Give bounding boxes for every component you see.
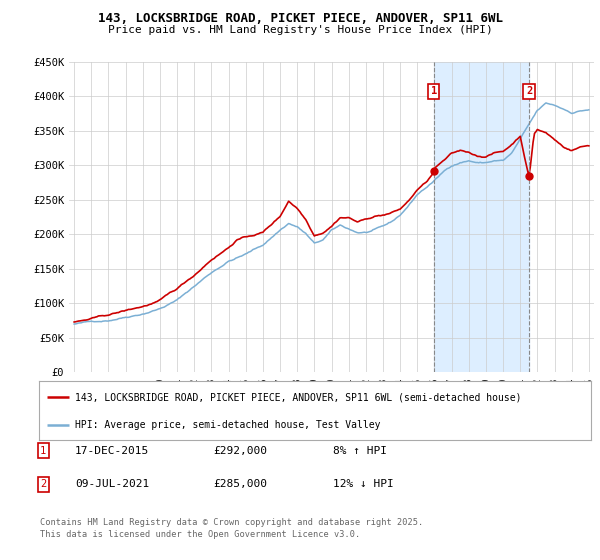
Text: Contains HM Land Registry data © Crown copyright and database right 2025.
This d: Contains HM Land Registry data © Crown c… [40,518,424,539]
Text: £292,000: £292,000 [213,446,267,456]
Text: 8% ↑ HPI: 8% ↑ HPI [333,446,387,456]
Text: 1: 1 [40,446,46,456]
Text: 12% ↓ HPI: 12% ↓ HPI [333,479,394,489]
Text: 17-DEC-2015: 17-DEC-2015 [75,446,149,456]
Text: £285,000: £285,000 [213,479,267,489]
Text: 2: 2 [526,86,532,96]
Text: 143, LOCKSBRIDGE ROAD, PICKET PIECE, ANDOVER, SP11 6WL (semi-detached house): 143, LOCKSBRIDGE ROAD, PICKET PIECE, AND… [75,392,521,402]
Text: 09-JUL-2021: 09-JUL-2021 [75,479,149,489]
Text: HPI: Average price, semi-detached house, Test Valley: HPI: Average price, semi-detached house,… [75,420,380,430]
Text: 1: 1 [431,86,437,96]
Text: 2: 2 [40,479,46,489]
Bar [434,62,529,372]
Text: 143, LOCKSBRIDGE ROAD, PICKET PIECE, ANDOVER, SP11 6WL: 143, LOCKSBRIDGE ROAD, PICKET PIECE, AND… [97,12,503,25]
Text: Price paid vs. HM Land Registry's House Price Index (HPI): Price paid vs. HM Land Registry's House … [107,25,493,35]
